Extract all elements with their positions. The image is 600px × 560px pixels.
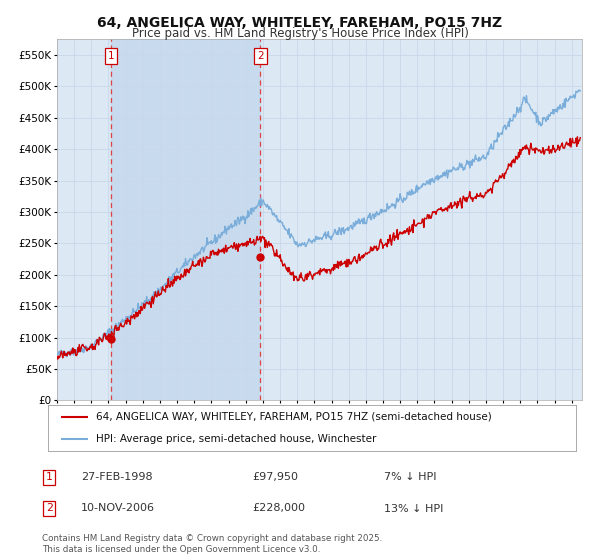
Text: Price paid vs. HM Land Registry's House Price Index (HPI): Price paid vs. HM Land Registry's House … [131,27,469,40]
Text: 1: 1 [46,472,53,482]
Text: 2: 2 [257,51,264,61]
Text: £97,950: £97,950 [252,472,298,482]
Text: 13% ↓ HPI: 13% ↓ HPI [384,503,443,514]
Text: 64, ANGELICA WAY, WHITELEY, FAREHAM, PO15 7HZ: 64, ANGELICA WAY, WHITELEY, FAREHAM, PO1… [97,16,503,30]
Text: 1: 1 [108,51,115,61]
Text: 27-FEB-1998: 27-FEB-1998 [81,472,152,482]
Text: 64, ANGELICA WAY, WHITELEY, FAREHAM, PO15 7HZ (semi-detached house): 64, ANGELICA WAY, WHITELEY, FAREHAM, PO1… [95,412,491,422]
Text: Contains HM Land Registry data © Crown copyright and database right 2025.
This d: Contains HM Land Registry data © Crown c… [42,534,382,554]
Text: £228,000: £228,000 [252,503,305,514]
Text: 2: 2 [46,503,53,514]
Bar [111,39,260,400]
Text: HPI: Average price, semi-detached house, Winchester: HPI: Average price, semi-detached house,… [95,434,376,444]
Text: 10-NOV-2006: 10-NOV-2006 [81,503,155,514]
Text: 7% ↓ HPI: 7% ↓ HPI [384,472,437,482]
